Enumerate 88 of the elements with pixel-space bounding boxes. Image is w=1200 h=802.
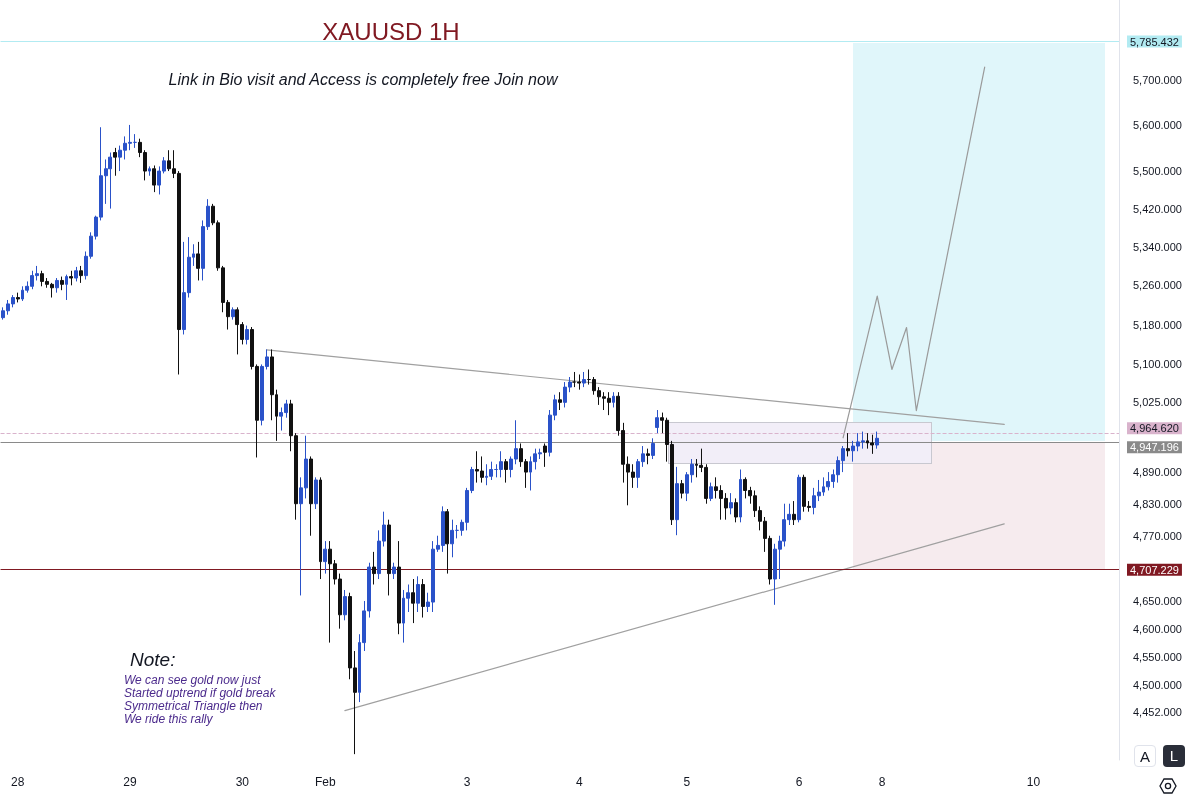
y-tick-label: 4,550.000 xyxy=(1133,650,1182,663)
candlestick xyxy=(79,265,83,284)
candlestick xyxy=(792,500,796,526)
candlestick xyxy=(577,373,581,391)
y-tick-label: 4,600.000 xyxy=(1133,622,1182,635)
candlestick xyxy=(870,434,874,455)
candlestick xyxy=(504,458,508,484)
y-tick-label: 5,260.000 xyxy=(1133,279,1182,292)
candlestick xyxy=(133,133,137,149)
candlestick xyxy=(421,578,425,619)
candlestick xyxy=(655,409,659,434)
candlestick xyxy=(108,152,112,210)
candlestick xyxy=(675,466,679,536)
candlestick xyxy=(55,277,59,294)
x-tick-label: 30 xyxy=(235,775,250,789)
y-tick-label: 4,500.000 xyxy=(1133,678,1182,691)
x-tick-label: 10 xyxy=(1026,775,1041,789)
candlestick xyxy=(489,461,493,481)
x-tick-label: 4 xyxy=(575,775,583,789)
y-tick-label: 4,830.000 xyxy=(1133,497,1182,510)
x-tick-label: 3 xyxy=(463,775,471,789)
candlestick xyxy=(314,476,318,510)
candlestick xyxy=(74,266,78,282)
candlestick xyxy=(231,306,235,321)
y-tick-label: 5,100.000 xyxy=(1133,358,1182,371)
candlestick xyxy=(387,519,391,596)
candlestick xyxy=(16,292,20,303)
x-tick-label: 8 xyxy=(878,775,886,789)
y-tick-label: 5,420.000 xyxy=(1133,202,1182,215)
y-tick-label: 4,452.000 xyxy=(1133,706,1182,719)
candlestick xyxy=(734,497,738,523)
x-tick-label: 28 xyxy=(10,775,25,789)
candlestick xyxy=(343,589,347,621)
ref-line-label: 4,707.229 xyxy=(1130,563,1179,576)
y-tick-label: 5,180.000 xyxy=(1133,318,1182,331)
toggle-button: L xyxy=(1163,745,1185,767)
y-tick-label: 5,500.000 xyxy=(1133,165,1182,178)
candlestick xyxy=(612,391,615,408)
candlestick xyxy=(319,476,322,580)
candlestick xyxy=(445,508,449,575)
ref-line-label: 5,785.432 xyxy=(1130,35,1179,48)
candlestick xyxy=(372,551,376,585)
candlestick xyxy=(113,147,117,177)
candlestick xyxy=(196,241,200,281)
candlestick xyxy=(148,165,151,177)
candlestick xyxy=(65,274,68,301)
candlestick xyxy=(558,391,562,411)
candlestick xyxy=(739,468,742,523)
candlestick xyxy=(397,540,401,635)
y-tick-label: 5,340.000 xyxy=(1133,240,1182,253)
y-tick-label: 4,890.000 xyxy=(1133,466,1182,479)
candlestick xyxy=(646,448,650,465)
candlestick xyxy=(60,276,64,291)
candlestick xyxy=(323,540,327,575)
ref-line-label: 4,947.196 xyxy=(1130,441,1179,454)
candlestick xyxy=(416,575,420,613)
candlestick xyxy=(846,432,850,457)
ref-line-label: 4,964.620 xyxy=(1130,422,1179,435)
candlestick xyxy=(875,431,879,450)
candlestick xyxy=(411,578,415,624)
y-tick-label: 5,025.000 xyxy=(1133,396,1182,409)
candlestick xyxy=(450,519,454,558)
text: Link in Bio visit and Access is completely free Join now xyxy=(168,70,559,88)
candlestick xyxy=(797,474,801,523)
candlestick xyxy=(543,442,547,468)
x-tick-label: 29 xyxy=(123,775,137,789)
candlestick xyxy=(392,562,396,580)
y-tick-label: 5,700.000 xyxy=(1133,73,1182,86)
x-tick-label: Feb xyxy=(315,775,337,789)
y-tick-label: 5,600.000 xyxy=(1133,118,1182,131)
x-tick-label: 6 xyxy=(795,775,803,789)
candlestick xyxy=(729,492,733,515)
candlestick xyxy=(709,482,713,502)
candlestick xyxy=(499,450,503,478)
candlestick xyxy=(245,325,249,345)
candlestick xyxy=(69,270,73,286)
y-tick-label: 4,650.000 xyxy=(1133,594,1182,607)
annotation: We can see gold now just Started uptrend if gold break Symmetrical Triangle then We ride this rally xyxy=(124,672,277,726)
candlestick xyxy=(309,455,313,537)
candlestick xyxy=(152,165,156,193)
text: XAUUSD 1H xyxy=(322,17,460,45)
option-button: A xyxy=(1134,745,1156,767)
candlestick xyxy=(680,479,684,499)
annotation: Note: xyxy=(130,649,176,670)
x-tick-label: 5 xyxy=(683,775,691,789)
candlestick xyxy=(651,437,655,460)
y-tick-label: 4,770.000 xyxy=(1133,529,1182,542)
candlestick xyxy=(582,371,586,388)
